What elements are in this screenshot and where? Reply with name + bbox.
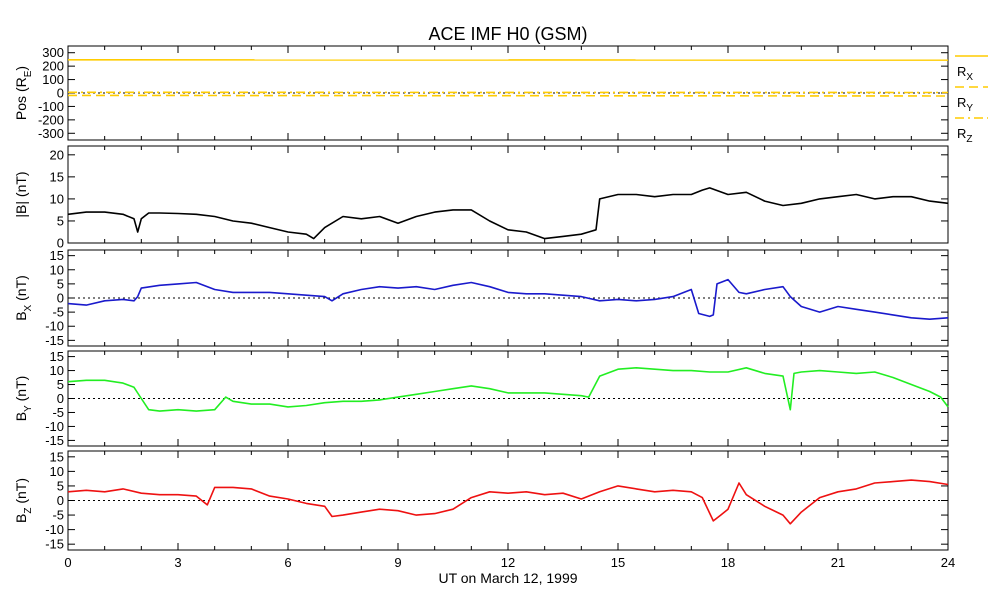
y-tick-label: 15 [50,248,64,263]
y-tick-label: -15 [45,333,64,348]
y-axis-label-suffix: (nT) [13,376,29,406]
y-axis-label: |B| (nT) [13,171,29,217]
y-tick-label: -15 [45,433,64,448]
x-tick-label: 6 [284,555,291,570]
y-tick-label: 10 [50,191,64,206]
legend-label-subscript: Y [966,103,973,114]
y-tick-label: -200 [38,112,64,127]
y-axis-label-suffix: (nT) [13,478,29,508]
x-tick-label: 9 [394,555,401,570]
legend-label-main: R [957,64,966,79]
y-tick-label: 10 [50,363,64,378]
series-line-0-1 [67,94,949,97]
series-line-2-0 [67,278,949,321]
y-tick-label: 5 [57,377,64,392]
y-tick-label: -10 [45,522,64,537]
y-tick-label: 15 [50,349,64,364]
y-tick-label: 5 [57,276,64,291]
y-tick-label: 300 [42,45,64,60]
y-tick-label: 0 [57,493,64,508]
legend-label-subscript: X [966,72,973,83]
x-axis-label: UT on March 12, 1999 [438,570,577,586]
series-line-3-0 [67,366,949,412]
y-tick-label: 0 [57,86,64,101]
x-tick-label: 12 [501,555,515,570]
y-tick-label: 0 [57,391,64,406]
y-tick-label: 20 [50,147,64,162]
x-tick-label: 3 [174,555,181,570]
panel-1: 20 15 10 5 0 |B| (nT) [13,145,949,251]
y-tick-label: -10 [45,319,64,334]
y-tick-label: 200 [42,59,64,74]
y-axis-label-subscript: Z [23,508,34,514]
y-axis-label: BX (nT) [13,275,34,321]
y-axis-label-main: B [13,514,29,523]
y-tick-label: -5 [52,405,64,420]
y-tick-label: -10 [45,419,64,434]
y-axis-label: BY (nT) [13,376,34,422]
y-tick-label: 10 [50,262,64,277]
x-tick-label: 18 [721,555,735,570]
y-tick-label: 15 [50,169,64,184]
y-axis-label-main: Pos (R [13,77,29,120]
y-tick-label: -15 [45,537,64,552]
legend-label-main: R [957,95,966,110]
chart-title: ACE IMF H0 (GSM) [428,24,587,44]
y-tick-label: -5 [52,508,64,523]
y-axis-label-suffix: (nT) [13,275,29,305]
x-tick-labels: 0 3 6 9 12 15 18 21 24 [64,555,955,570]
x-tick-label: 24 [941,555,955,570]
legend-label-0: RX [957,64,973,83]
y-axis-label: BZ (nT) [13,478,34,523]
y-tick-label: -5 [52,305,64,320]
series-line-1-0 [67,187,949,240]
legend-label-2: RZ [957,126,973,145]
y-axis-label: Pos (RE) [13,66,34,120]
y-tick-label: -300 [38,126,64,141]
y-axis-label-subscript: E [23,70,34,77]
legend-label-subscript: Z [966,134,972,145]
legend-label-1: RY [957,95,973,114]
y-tick-label: 0 [57,291,64,306]
y-axis-label-main: B [13,311,29,320]
y-tick-label: 10 [50,464,64,479]
x-tick-label: 21 [831,555,845,570]
x-tick-label: 0 [64,555,71,570]
y-axis-label-main: B [13,412,29,421]
legend-label-main: R [957,126,966,141]
y-axis-label-main: |B| (nT) [13,171,29,217]
panel-frame [67,145,949,244]
y-tick-label: 0 [57,236,64,251]
y-tick-label: 15 [50,449,64,464]
y-tick-label: 5 [57,213,64,228]
y-tick-label: 5 [57,478,64,493]
series-line-4-0 [67,479,949,525]
y-tick-label: 100 [42,72,64,87]
y-axis-label-suffix: ) [13,66,29,71]
x-tick-label: 15 [611,555,625,570]
y-tick-label: -100 [38,99,64,114]
y-axis-label-subscript: X [23,304,34,311]
y-axis-label-subscript: Y [23,405,34,412]
